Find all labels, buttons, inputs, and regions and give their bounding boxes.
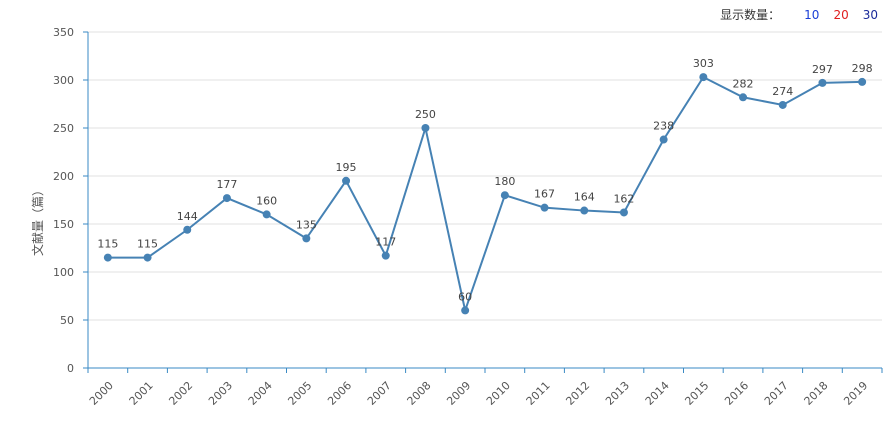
data-label: 115 (97, 238, 118, 251)
x-tick-label: 2015 (682, 379, 711, 408)
x-tick-label: 2013 (603, 379, 632, 408)
x-tick-label: 2010 (484, 379, 513, 408)
data-point (619, 208, 628, 217)
data-point (659, 135, 668, 144)
data-point (580, 206, 589, 215)
series-line (107, 75, 863, 315)
y-axis-ticks: 0 50 100 150 200 250 300 350 (53, 26, 88, 375)
data-label: 298 (852, 62, 873, 75)
data-label: 167 (534, 188, 555, 201)
data-label: 144 (177, 210, 198, 223)
display-count-toolbar: 显示数量： 10 20 30 (720, 6, 882, 23)
display-count-label: 显示数量： (720, 8, 781, 22)
x-tick-label: 2006 (325, 379, 354, 408)
data-label: 115 (137, 238, 158, 251)
data-point (222, 194, 231, 203)
x-tick-label: 2016 (722, 379, 751, 408)
data-label: 297 (812, 63, 833, 76)
x-axis-ticks: 2000 2001 2002 2003 2004 2005 2006 2007 2008 2009… (87, 368, 883, 408)
x-tick-label: 2003 (206, 379, 235, 408)
x-tick-label: 2018 (802, 379, 831, 408)
y-tick-label: 100 (53, 266, 74, 279)
data-label: 135 (296, 218, 317, 231)
data-point (302, 234, 311, 243)
display-count-30-option[interactable]: 30 (862, 7, 878, 22)
x-tick-label: 2008 (405, 379, 434, 408)
x-tick-label: 2007 (365, 379, 394, 408)
x-tick-label: 2011 (524, 379, 553, 408)
data-label: 160 (256, 194, 277, 207)
y-tick-label: 350 (53, 26, 74, 39)
data-point (858, 77, 867, 86)
data-point (461, 306, 470, 315)
x-tick-label: 2009 (444, 379, 473, 408)
data-label: 250 (415, 108, 436, 121)
y-axis-label: 文献量（篇） (30, 184, 45, 256)
x-tick-label: 2004 (246, 379, 275, 408)
data-label: 177 (216, 178, 237, 191)
data-label: 238 (653, 120, 674, 133)
display-count-20-option[interactable]: 20 (833, 7, 849, 22)
data-point (540, 203, 549, 212)
x-tick-label: 2000 (87, 379, 116, 408)
x-tick-label: 2012 (563, 379, 592, 408)
axes (87, 32, 882, 369)
data-point (262, 210, 271, 219)
y-tick-label: 50 (60, 314, 74, 327)
gridlines (88, 31, 882, 321)
data-point (421, 124, 430, 132)
data-label: 164 (574, 191, 595, 204)
data-point (381, 251, 390, 260)
data-points (103, 73, 867, 315)
data-labels: 115 115 144 177 160 135 195 117 250 60 180 167 164 16… (97, 57, 872, 303)
data-label: 274 (772, 85, 793, 98)
data-label: 303 (693, 57, 714, 70)
data-point (818, 78, 827, 87)
x-tick-label: 2014 (643, 379, 672, 408)
y-tick-label: 0 (67, 362, 74, 375)
x-tick-label: 2002 (166, 379, 195, 408)
x-tick-label: 2017 (762, 379, 791, 408)
data-point (778, 100, 787, 109)
series-polyline (107, 75, 863, 315)
y-tick-label: 200 (53, 170, 74, 183)
x-tick-label: 2001 (127, 379, 156, 408)
data-point (342, 176, 351, 185)
y-tick-label: 150 (53, 218, 74, 231)
data-point (183, 225, 192, 234)
data-point (739, 93, 748, 102)
display-count-10-option[interactable]: 10 (804, 7, 820, 22)
y-tick-label: 300 (53, 74, 74, 87)
data-point (699, 73, 708, 82)
data-label: 195 (336, 161, 357, 174)
data-point (500, 191, 509, 200)
data-point (143, 253, 152, 262)
data-label: 282 (733, 77, 754, 90)
data-label: 180 (494, 175, 515, 188)
data-point (103, 253, 112, 262)
y-tick-label: 250 (53, 122, 74, 135)
x-tick-label: 2005 (285, 379, 314, 408)
data-label: 117 (375, 236, 396, 249)
data-label: 60 (458, 290, 472, 303)
x-tick-label: 2019 (841, 379, 870, 408)
data-label: 162 (613, 192, 634, 205)
